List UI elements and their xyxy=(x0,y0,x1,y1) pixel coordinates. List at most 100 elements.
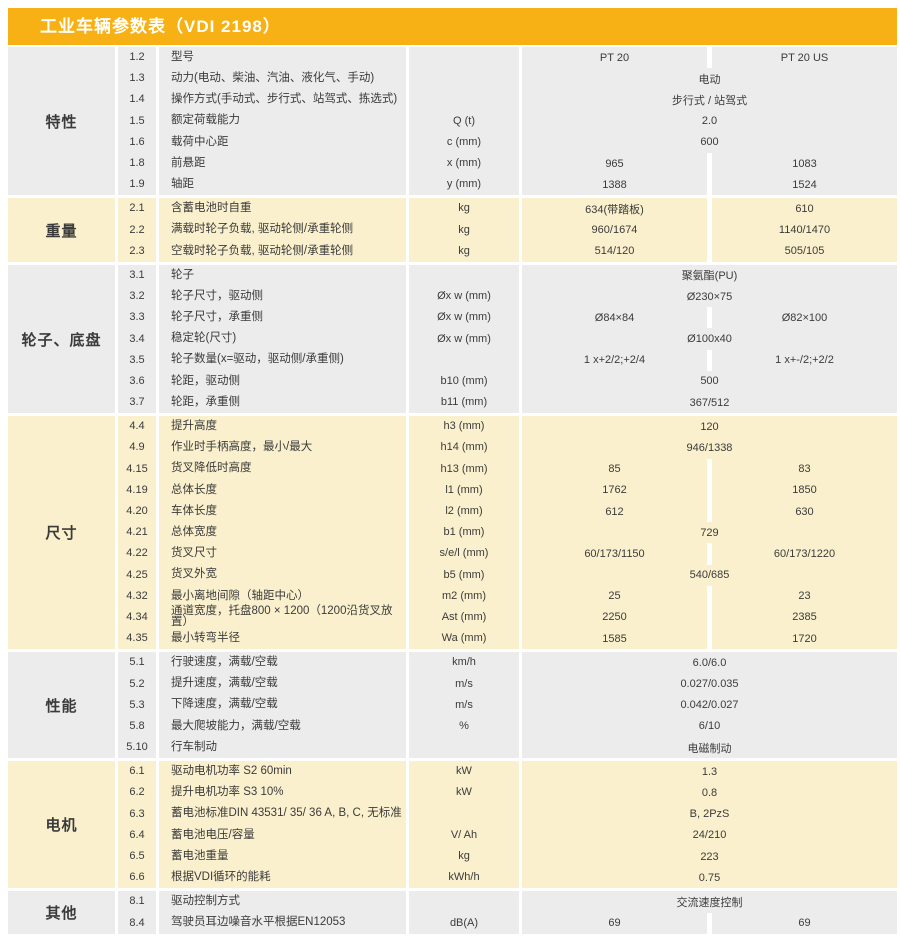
row-values: 500 xyxy=(522,370,897,392)
row-value-pt20us: 1083 xyxy=(712,152,897,175)
row-description: 驱动控制方式 xyxy=(159,891,406,913)
row-value-span: 6/10 xyxy=(522,715,897,737)
row-number: 4.32 xyxy=(118,585,156,607)
row-values: 600 xyxy=(522,131,897,153)
row-value-pt20us: 69 xyxy=(712,912,897,934)
row-description: 最小离地间隙（轴距中心） xyxy=(159,585,406,607)
row-unit xyxy=(409,891,519,913)
row-description: 提升电机功率 S3 10% xyxy=(159,782,406,804)
row-values: 2250 2385 xyxy=(522,606,897,629)
row-unit xyxy=(409,68,519,90)
row-unit xyxy=(409,737,519,759)
row-value-span: 120 xyxy=(522,416,897,438)
row-value-span: 540/685 xyxy=(522,564,897,586)
row-number: 5.10 xyxy=(118,737,156,759)
row-values: Ø84×84 Ø82×100 xyxy=(522,307,897,329)
row-number: 6.4 xyxy=(118,824,156,846)
row-description: 最大爬坡能力，满载/空载 xyxy=(159,715,406,737)
row-values: 0.75 xyxy=(522,867,897,889)
row-number: 4.35 xyxy=(118,628,156,650)
row-number: 1.3 xyxy=(118,68,156,90)
row-value-pt20us: 23 xyxy=(712,585,897,607)
row-number: 3.2 xyxy=(118,286,156,308)
row-number: 5.1 xyxy=(118,652,156,674)
row-value-pt20: 69 xyxy=(522,912,707,934)
section-label-lunzi-dipan: 轮子、底盘 xyxy=(8,264,115,414)
row-values: 729 xyxy=(522,522,897,544)
row-value-span: 946/1338 xyxy=(522,437,897,459)
row-values: 1.3 xyxy=(522,761,897,783)
row-number: 6.1 xyxy=(118,761,156,783)
row-value-span: 729 xyxy=(522,522,897,544)
row-value-pt20us: 505/105 xyxy=(712,240,897,262)
row-number: 1.2 xyxy=(118,47,156,69)
row-description: 含蓄电池时自重 xyxy=(159,198,406,220)
row-values: Ø230×75 xyxy=(522,286,897,308)
row-values: 6.0/6.0 xyxy=(522,652,897,674)
row-description: 轴距 xyxy=(159,174,406,196)
row-unit: b5 (mm) xyxy=(409,564,519,586)
row-unit: kg xyxy=(409,198,519,220)
row-unit: b11 (mm) xyxy=(409,392,519,414)
row-unit: s/e/l (mm) xyxy=(409,543,519,565)
row-values: PT 20 PT 20 US xyxy=(522,47,897,69)
row-number: 2.3 xyxy=(118,240,156,262)
row-number: 5.3 xyxy=(118,694,156,716)
row-unit: kg xyxy=(409,240,519,262)
section-label-xingneng: 性能 xyxy=(8,652,115,759)
row-number: 3.7 xyxy=(118,392,156,414)
row-values: 634(带踏板) 610 xyxy=(522,198,897,220)
row-value-pt20: Ø84×84 xyxy=(522,307,707,329)
section-qita: 其他 8.1 驱动控制方式 交流速度控制 8.4 驾驶员耳边噪音水平根据EN12053 dB… xyxy=(8,891,897,934)
row-number: 1.4 xyxy=(118,89,156,111)
row-value-pt20us: 1850 xyxy=(712,479,897,501)
row-description: 作业时手柄高度，最小/最大 xyxy=(159,437,406,459)
row-values: 1 x+2/2;+2/4 1 x+-/2;+2/2 xyxy=(522,349,897,371)
row-value-pt20: 960/1674 xyxy=(522,219,707,241)
row-unit: Wa (mm) xyxy=(409,628,519,650)
row-values: 367/512 xyxy=(522,392,897,414)
row-description: 操作方式(手动式、步行式、站驾式、拣选式) xyxy=(159,89,406,111)
row-value-pt20: PT 20 xyxy=(522,47,707,69)
row-number: 4.22 xyxy=(118,543,156,565)
row-description: 空载时轮子负载, 驱动轮侧/承重轮侧 xyxy=(159,240,406,262)
row-description: 轮子尺寸，承重侧 xyxy=(159,307,406,329)
row-unit: x (mm) xyxy=(409,152,519,175)
row-number: 2.2 xyxy=(118,219,156,241)
row-value-span: 电磁制动 xyxy=(522,737,897,759)
row-value-span: 0.042/0.027 xyxy=(522,694,897,716)
row-unit: Q (t) xyxy=(409,110,519,132)
row-number: 1.5 xyxy=(118,110,156,132)
section-label-dianji: 电机 xyxy=(8,761,115,889)
row-values: 60/173/1150 60/173/1220 xyxy=(522,543,897,565)
row-value-pt20: 1 x+2/2;+2/4 xyxy=(522,349,707,371)
row-value-span: 367/512 xyxy=(522,392,897,414)
row-value-span: 电动 xyxy=(522,68,897,90)
row-value-pt20: 25 xyxy=(522,585,707,607)
row-value-span: 223 xyxy=(522,845,897,868)
row-unit: Øx w (mm) xyxy=(409,328,519,350)
row-value-span: B, 2PzS xyxy=(522,803,897,825)
row-values: 965 1083 xyxy=(522,152,897,175)
row-number: 6.6 xyxy=(118,867,156,889)
row-description: 驱动电机功率 S2 60min xyxy=(159,761,406,783)
row-number: 3.1 xyxy=(118,264,156,287)
row-description: 货叉尺寸 xyxy=(159,543,406,565)
row-values: 24/210 xyxy=(522,824,897,846)
row-value-pt20us: Ø82×100 xyxy=(712,307,897,329)
row-unit: l2 (mm) xyxy=(409,500,519,523)
row-description: 轮子尺寸，驱动侧 xyxy=(159,286,406,308)
row-unit: h14 (mm) xyxy=(409,437,519,459)
row-values: 85 83 xyxy=(522,458,897,480)
row-number: 1.9 xyxy=(118,174,156,196)
row-number: 8.1 xyxy=(118,891,156,913)
row-value-pt20us: 83 xyxy=(712,458,897,480)
row-value-pt20: 1585 xyxy=(522,628,707,650)
row-unit: kg xyxy=(409,219,519,241)
row-unit: kg xyxy=(409,845,519,868)
row-value-span: 0.027/0.035 xyxy=(522,673,897,695)
section-xingneng: 性能 5.1 行驶速度，满载/空载 km/h 6.0/6.0 5.2 提升速度，满载/空载 m… xyxy=(8,652,897,759)
row-value-pt20: 965 xyxy=(522,152,707,175)
row-values: B, 2PzS xyxy=(522,803,897,825)
row-values: 120 xyxy=(522,416,897,438)
